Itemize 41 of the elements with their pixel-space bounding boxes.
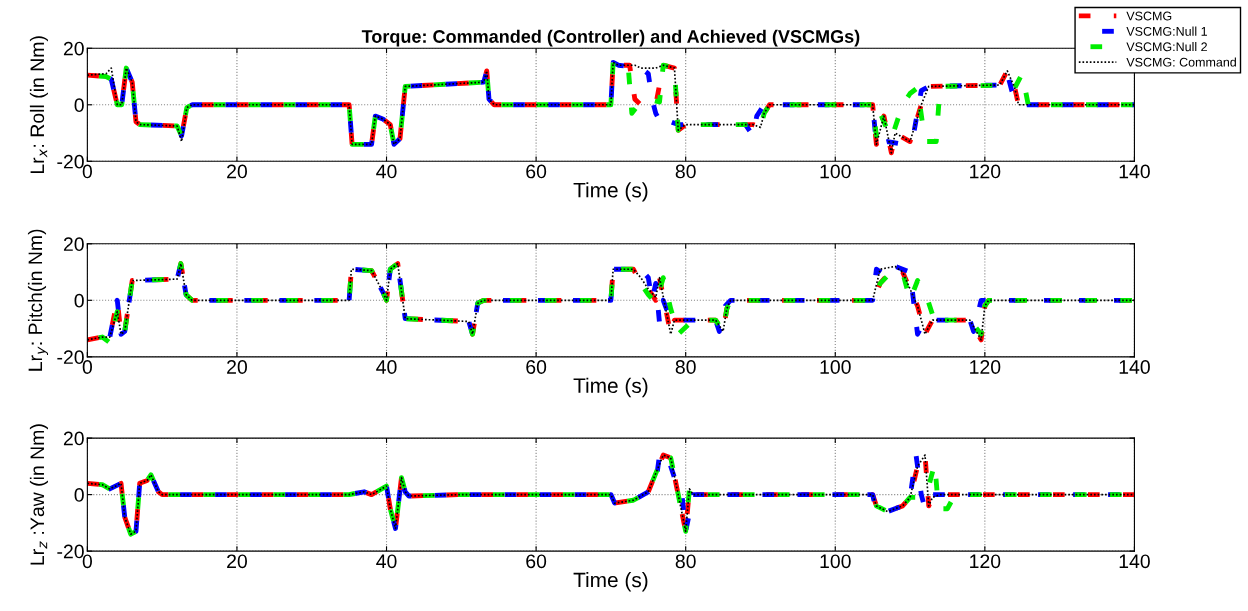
x-tick-label: 80 bbox=[675, 554, 696, 569]
legend-label: VSCMG: Command bbox=[1126, 57, 1236, 67]
x-tick-label: 120 bbox=[970, 360, 1001, 374]
x-tick-label: 120 bbox=[970, 554, 1001, 569]
x-tick-label: 100 bbox=[820, 164, 851, 179]
x-axis-title: Time (s) bbox=[573, 182, 648, 202]
y-tick-label: -20 bbox=[57, 544, 84, 559]
chart-title: Torque: Commanded (Controller) and Achieved (VSCMGs) bbox=[361, 29, 860, 47]
legend-label: VSCMG:Null 2 bbox=[1126, 42, 1207, 52]
x-tick-label: 20 bbox=[227, 360, 247, 374]
x-tick-label: 140 bbox=[1119, 360, 1150, 374]
x-tick-label: 80 bbox=[675, 360, 696, 374]
y-tick-label: 20 bbox=[63, 41, 84, 56]
legend-label: VSCMG:Null 1 bbox=[1126, 26, 1207, 36]
y-axis-title: Lr$_{z}$ :Yaw (in Nm) bbox=[29, 424, 48, 565]
x-tick-label: 40 bbox=[376, 360, 397, 374]
x-axis-title: Time (s) bbox=[573, 377, 648, 398]
y-tick-label: -20 bbox=[57, 154, 84, 169]
x-tick-label: 40 bbox=[376, 554, 397, 569]
y-axis-title: Lr$_{y}$: Pitch(in Nm) bbox=[27, 229, 49, 371]
y-tick-label: 20 bbox=[63, 431, 84, 446]
x-axis-title: Time (s) bbox=[573, 572, 648, 592]
y-tick-label: 0 bbox=[74, 98, 84, 113]
y-tick-label: 0 bbox=[74, 293, 84, 308]
x-tick-label: 120 bbox=[970, 164, 1001, 179]
x-tick-label: 100 bbox=[820, 554, 851, 569]
x-tick-label: 20 bbox=[227, 164, 247, 179]
x-tick-label: 140 bbox=[1119, 164, 1150, 179]
x-tick-label: 40 bbox=[376, 164, 397, 179]
x-tick-label: 80 bbox=[675, 164, 696, 179]
x-tick-label: 60 bbox=[526, 360, 547, 374]
y-tick-label: 20 bbox=[63, 237, 84, 252]
y-tick-label: 0 bbox=[74, 488, 84, 502]
y-axis-title: Lr$_{x}$: Roll (in Nm) bbox=[29, 36, 48, 173]
x-tick-label: 60 bbox=[526, 164, 547, 179]
legend-label: VSCMG bbox=[1126, 11, 1172, 21]
x-tick-label: 20 bbox=[227, 554, 247, 569]
y-tick-label: -20 bbox=[57, 350, 84, 365]
x-tick-label: 60 bbox=[526, 554, 547, 569]
x-tick-label: 140 bbox=[1119, 554, 1150, 569]
x-tick-label: 100 bbox=[820, 360, 851, 374]
